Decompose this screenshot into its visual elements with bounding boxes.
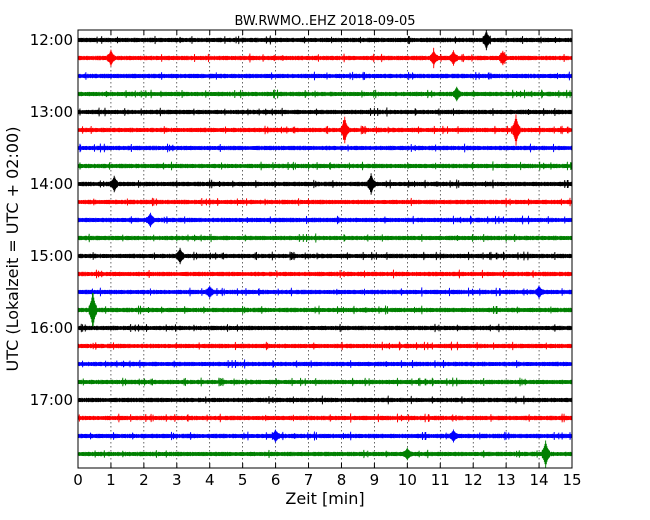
trace-1545 [77,292,573,328]
x-tick-label: 5 [238,471,248,489]
x-tick-label: 13 [497,471,516,489]
trace-1745 [77,440,573,468]
trace-1300 [77,107,573,117]
x-tick-label: 12 [464,471,483,489]
x-tick-label: 10 [398,471,417,489]
trace-1730 [77,429,573,443]
x-tick-label: 0 [73,471,83,489]
trace-1400 [77,173,573,195]
y-tick-label: 13:00 [30,103,73,121]
grid [110,30,540,468]
trace-1600 [77,323,573,333]
x-axis: 0 1 2 3 4 5 6 7 8 9 10 11 12 13 14 15 [73,30,582,489]
trace-1515 [77,269,573,279]
trace-1245 [77,86,573,102]
trace-1215 [77,47,573,69]
x-tick-label: 7 [304,471,314,489]
y-axis: 12:00 13:00 14:00 15:00 16:00 17:00 [30,31,572,409]
x-tick-label: 15 [562,471,581,489]
trace-1500 [77,247,573,265]
y-tick-label: 16:00 [30,319,73,337]
trace-1330 [77,143,573,153]
trace-1700 [77,395,573,405]
x-tick-label: 6 [271,471,281,489]
trace-1645 [77,377,573,387]
trace-1615 [77,341,573,351]
y-tick-label: 15:00 [30,247,73,265]
trace-1415 [77,197,573,207]
trace-1345 [77,161,573,171]
trace-1530 [77,285,573,299]
chart-title: BW.RWMO..EHZ 2018-09-05 [234,14,415,29]
trace-1430 [77,212,573,228]
trace-1315 [77,114,573,146]
traces [77,29,573,468]
x-tick-label: 2 [139,471,149,489]
x-tick-label: 3 [172,471,182,489]
plot-frame [77,29,573,469]
x-tick-label: 8 [337,471,347,489]
x-tick-label: 14 [530,471,549,489]
trace-1230 [77,71,573,81]
y-tick-label: 14:00 [30,175,73,193]
y-tick-label: 17:00 [30,391,73,409]
trace-1715 [77,413,573,423]
x-tick-label: 9 [370,471,380,489]
x-tick-label: 1 [106,471,116,489]
trace-1200 [77,29,573,51]
trace-1445 [77,233,573,243]
trace-1630 [77,359,573,369]
x-tick-label: 4 [205,471,215,489]
x-axis-label: Zeit [min] [285,489,364,508]
y-tick-label: 12:00 [30,31,73,49]
x-tick-label: 11 [431,471,450,489]
y-axis-label: UTC (Lokalzeit = UTC + 02:00) [3,127,22,372]
